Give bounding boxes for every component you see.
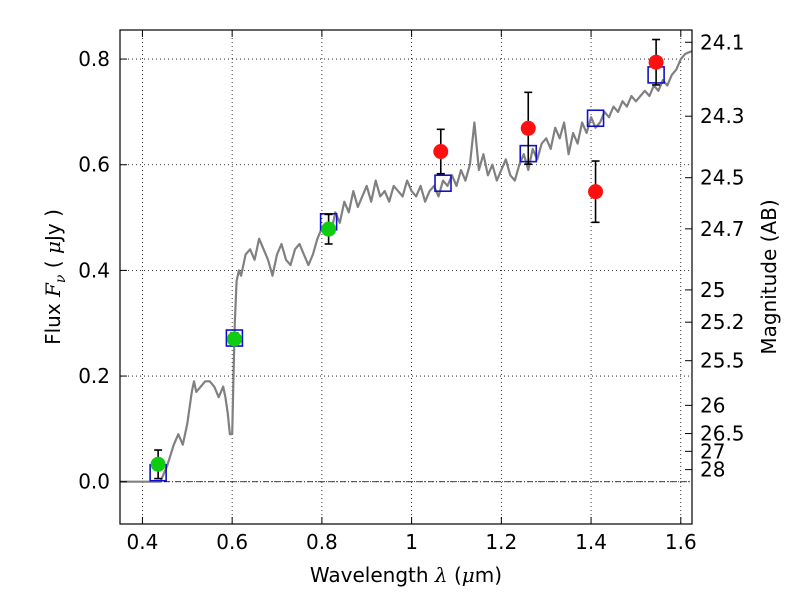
y2-axis-title: Magnitude (AB) xyxy=(757,199,781,354)
model-photometry-square xyxy=(434,174,452,193)
nir-point xyxy=(433,144,449,160)
y-axis-title-unit-rest: Jy ) xyxy=(41,209,65,243)
y-tick-label: 0.6 xyxy=(78,153,110,177)
x-axis-title-unit-rest: m) xyxy=(475,563,502,587)
y-axis-title-subscript: ν xyxy=(53,274,69,283)
nir-point xyxy=(520,120,536,136)
x-tick-label: 1.6 xyxy=(665,530,697,554)
mag-tick-label: 24.5 xyxy=(700,166,745,190)
y-tick-label: 0.8 xyxy=(78,47,110,71)
x-tick-label: 1.4 xyxy=(575,530,607,554)
y-axis-title-text: Flux xyxy=(41,303,65,345)
mag-tick-label: 27 xyxy=(700,439,725,463)
optical-point xyxy=(321,221,337,237)
mag-tick-label: 24.3 xyxy=(700,104,745,128)
model-photometry-square xyxy=(586,109,605,128)
mag-tick-label: 28 xyxy=(700,458,725,482)
optical-point xyxy=(150,456,166,472)
x-axis-title: Wavelength λ (μm) xyxy=(310,563,502,587)
y-tick-label: 0.0 xyxy=(78,470,110,494)
mag-tick-label: 26.5 xyxy=(700,422,745,446)
x-tick-label: 0.4 xyxy=(127,530,159,554)
x-axis-title-unit-open: ( xyxy=(448,563,462,587)
y-tick-label: 0.4 xyxy=(78,258,110,282)
x-tick-label: 0.8 xyxy=(306,530,338,554)
y-axis-title-symbol: F xyxy=(41,282,65,298)
nir-point xyxy=(588,184,604,200)
y-tick-label: 0.2 xyxy=(78,364,110,388)
mag-tick-label: 26 xyxy=(700,393,725,417)
y-axis-title: Flux Fν ( μJy ) xyxy=(41,209,69,345)
y-axis-title-unit-mu: μ xyxy=(41,241,65,254)
plot-area: 0.4 0.6 0.8 1 1.2 1.4 1.6 0.0 0.2 0.4 0.6 0.8 24.1 24… xyxy=(78,29,745,554)
nir-point xyxy=(648,54,664,70)
x-tick-label: 1.2 xyxy=(485,530,517,554)
mag-tick-label: 25.2 xyxy=(700,310,745,334)
y-axis-title-unit-open: ( xyxy=(41,254,65,268)
x-axis-title-text: Wavelength xyxy=(310,563,429,587)
mag-tick-label: 25.5 xyxy=(700,349,745,373)
axes-frame xyxy=(119,29,693,525)
mag-tick-label: 24.7 xyxy=(700,217,745,241)
optical-point xyxy=(226,331,242,347)
x-axis-title-unit-mu: μ xyxy=(462,563,475,587)
x-tick-label: 1 xyxy=(405,530,418,554)
mag-tick-label: 25 xyxy=(700,278,725,302)
x-tick-label: 0.6 xyxy=(216,530,248,554)
mag-tick-label: 24.1 xyxy=(700,30,745,54)
x-axis-title-symbol: λ xyxy=(434,563,448,587)
